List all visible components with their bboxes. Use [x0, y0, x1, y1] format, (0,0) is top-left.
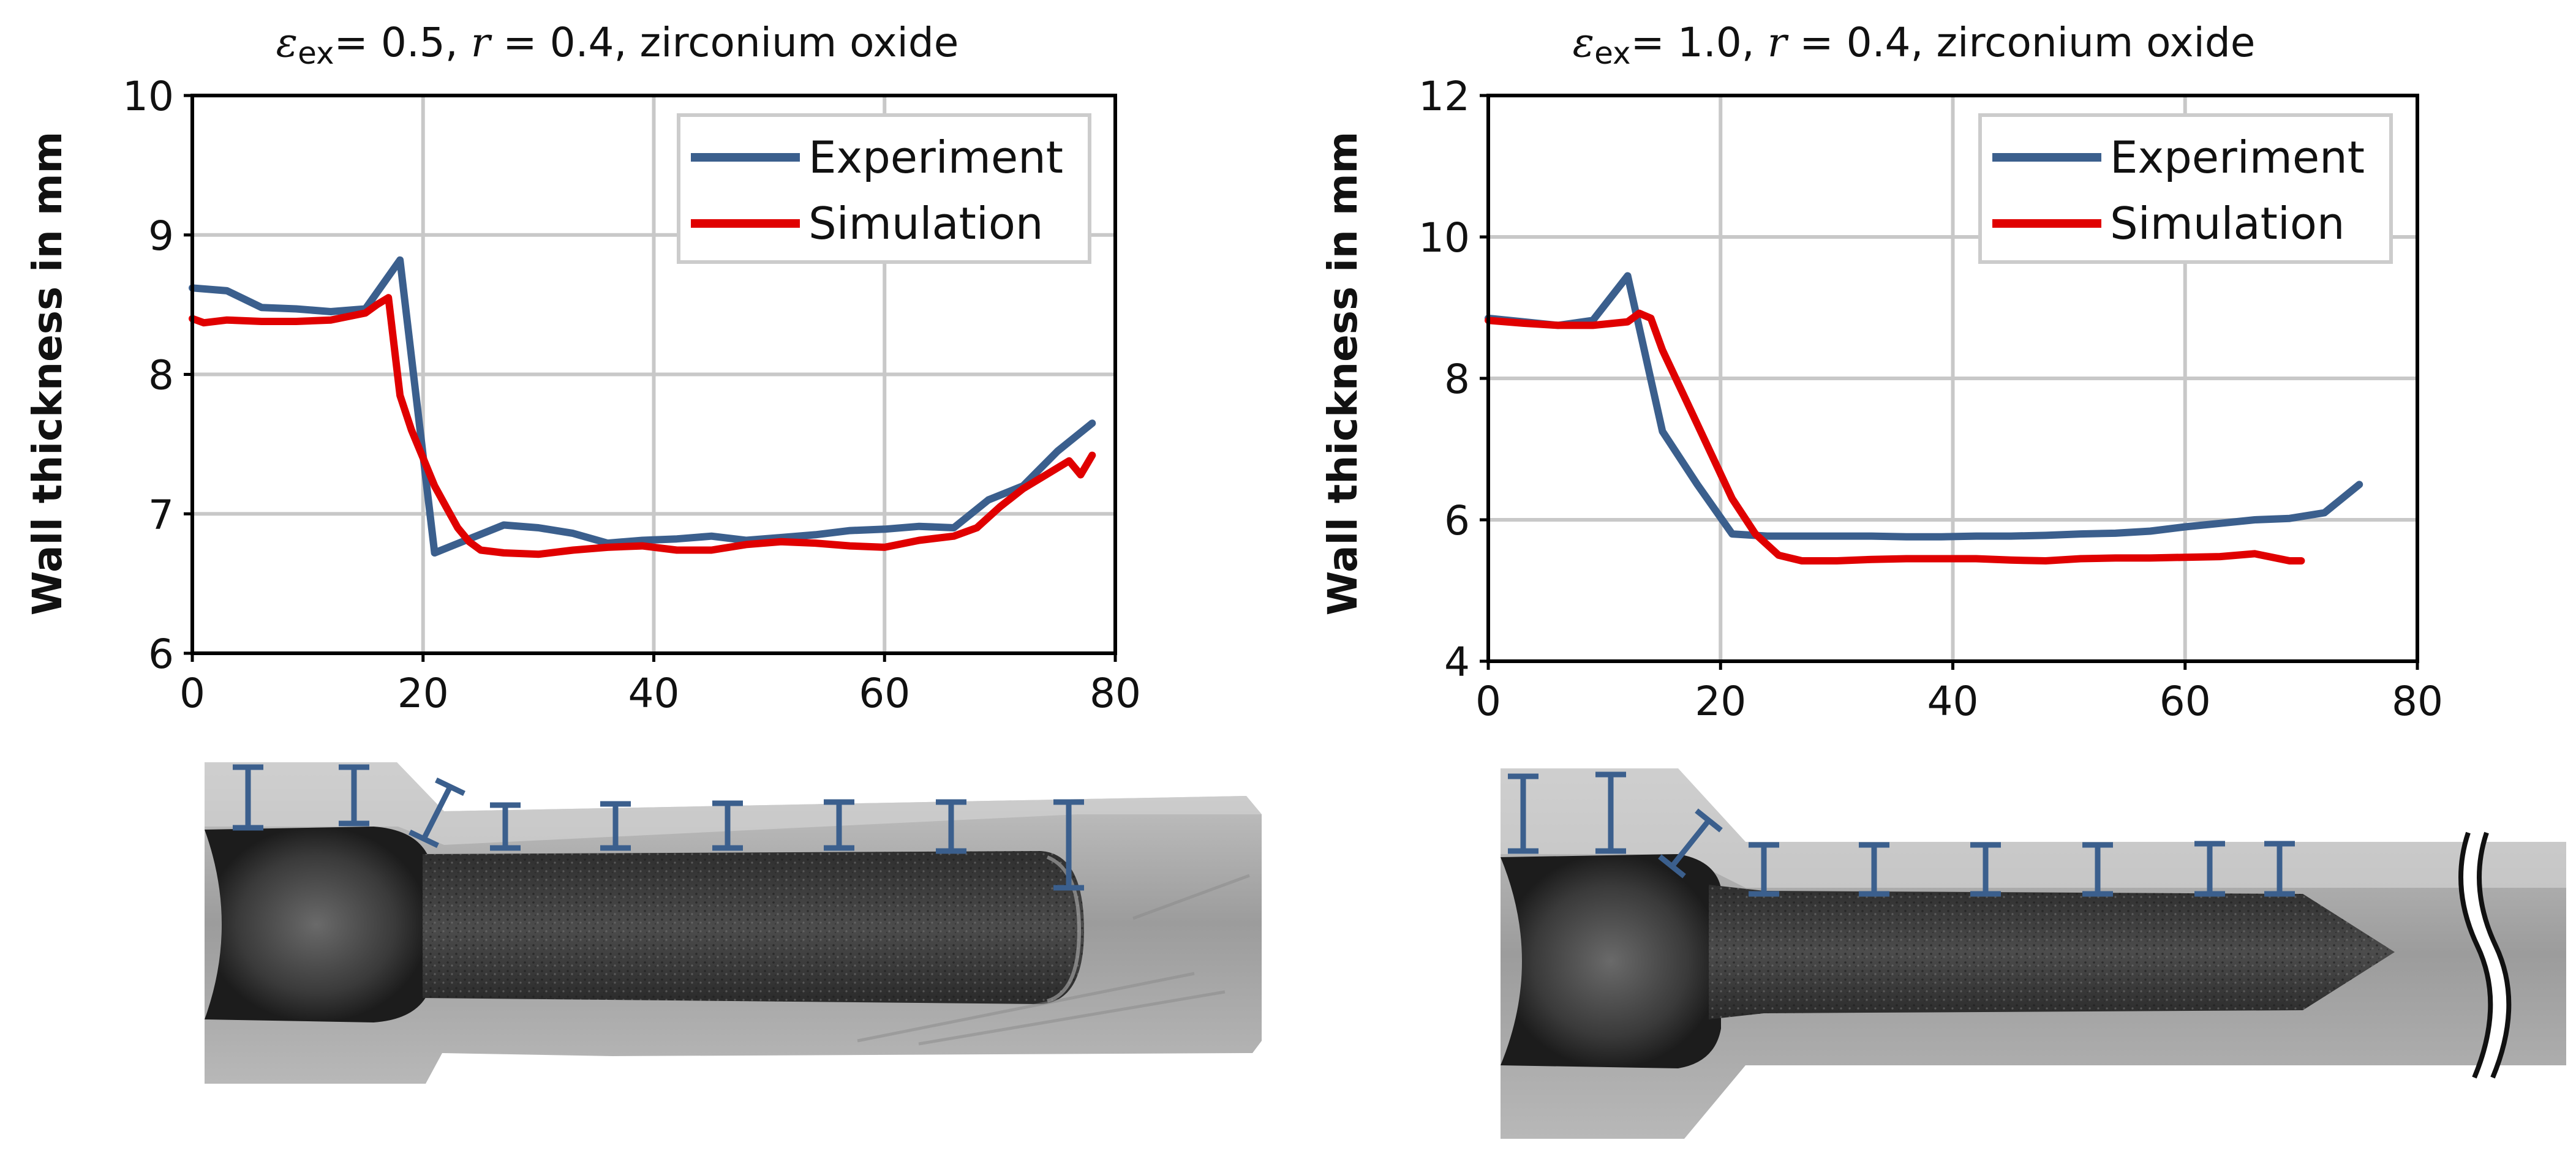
legend-left: Experiment Simulation — [677, 113, 1091, 264]
thickness-gauge-right — [2264, 841, 2295, 897]
legend-right: Experiment Simulation — [1978, 113, 2393, 264]
thickness-gauge-left — [936, 799, 966, 854]
legend-label-experiment-right: Experiment — [2110, 132, 2365, 183]
y-axis-label-right: Wall thickness in mm — [1319, 132, 1366, 616]
x-ticks-right: 0 20 40 60 80 — [1475, 661, 2443, 725]
legend-box-left — [677, 113, 1091, 264]
y-axis-label-left: Wall thickness in mm — [24, 132, 71, 616]
thickness-gauge-right — [1595, 771, 1626, 854]
specimen-upper-face-left — [205, 762, 1262, 845]
x-tick-label-right: 60 — [2160, 678, 2211, 725]
break-line-2 — [2477, 831, 2512, 1079]
series-line-experiment-right — [1485, 272, 2363, 541]
break-mark — [2458, 831, 2512, 1079]
break-band — [2461, 833, 2509, 1078]
x-tick-label-right: 0 — [1475, 678, 1501, 725]
specimen-photo-right — [1501, 768, 2566, 1139]
legend-box-right — [1978, 113, 2393, 264]
thickness-gauge-right — [2082, 842, 2113, 897]
x-tick-label-left: 60 — [859, 670, 910, 717]
y-tick-label-right: 4 — [1444, 639, 1470, 686]
y-tick-label-left: 10 — [122, 73, 174, 120]
chart-left: εex= 0.5, r = 0.4, zirconium oxide Wall … — [24, 19, 1141, 717]
x-tick-label-right: 40 — [1927, 678, 1979, 725]
thickness-gauge-left — [339, 764, 369, 827]
y-ticks-left: 6 7 8 9 10 — [122, 73, 192, 678]
specimen-photo-left — [205, 762, 1262, 1084]
chart-right: εex= 1.0, r = 0.4, zirconium oxide Wall … — [1319, 19, 2443, 725]
series-line-experiment-left — [189, 256, 1096, 557]
thickness-gauge-right — [1970, 842, 2001, 897]
x-tick-label-left: 80 — [1090, 670, 1141, 717]
y-tick-label-left: 9 — [148, 212, 174, 260]
bore-tip-highlight-left — [1046, 855, 1082, 1003]
thickness-gauge-right — [1859, 842, 1889, 897]
y-tick-label-left: 7 — [148, 491, 174, 538]
break-line-1 — [2458, 831, 2493, 1079]
x-tick-label-left: 40 — [628, 670, 680, 717]
thickness-gauge-left — [1053, 799, 1084, 891]
thickness-gauge-left — [490, 802, 521, 851]
cup-cavity-left — [205, 827, 429, 1022]
x-ticks-left: 0 20 40 60 80 — [179, 653, 1141, 717]
series-line-simulation-right — [1485, 309, 2305, 564]
x-tick-label-right: 20 — [1695, 678, 1746, 725]
bore-texture-right — [1709, 885, 2395, 1019]
x-tick-label-right: 80 — [2392, 678, 2443, 725]
thickness-gauge-right — [2194, 841, 2225, 897]
x-tick-label-left: 0 — [179, 670, 205, 717]
bore-texture-left — [423, 851, 1084, 1004]
thickness-gauges-left — [233, 764, 1084, 891]
chart-title-left: εex= 0.5, r = 0.4, zirconium oxide — [276, 19, 959, 71]
series-line-simulation-left — [189, 294, 1096, 558]
specimen-upper-face-right — [1501, 768, 2566, 888]
thickness-gauges-right — [1508, 771, 2295, 897]
y-tick-label-left: 8 — [148, 352, 174, 399]
y-tick-label-right: 8 — [1444, 356, 1470, 403]
scratch-marks-left — [857, 874, 1250, 1046]
chart-title-right: εex= 1.0, r = 0.4, zirconium oxide — [1573, 19, 2256, 71]
thickness-gauge-left — [233, 764, 263, 831]
y-tick-label-left: 6 — [148, 631, 174, 678]
series-lines-right — [1485, 272, 2363, 564]
thickness-gauge-right — [1508, 773, 1538, 854]
y-tick-label-right: 6 — [1444, 497, 1470, 544]
thickness-gauge-left — [712, 800, 743, 851]
thickness-gauge-right — [1749, 842, 1779, 897]
legend-label-simulation-right: Simulation — [2110, 198, 2345, 249]
legend-label-experiment-left: Experiment — [808, 132, 1063, 183]
thickness-gauge-left — [600, 801, 631, 851]
y-tick-label-right: 10 — [1418, 214, 1470, 261]
cup-cavity-right — [1501, 854, 1721, 1068]
thickness-gauge-right — [1658, 808, 1723, 879]
legend-label-simulation-left: Simulation — [808, 198, 1044, 249]
y-tick-label-right: 12 — [1418, 73, 1470, 120]
thickness-gauge-left — [824, 799, 854, 851]
series-lines-left — [189, 256, 1096, 558]
y-ticks-right: 4 6 8 10 12 — [1418, 73, 1488, 686]
x-tick-label-left: 20 — [397, 670, 449, 717]
thickness-gauge-left — [409, 777, 465, 849]
